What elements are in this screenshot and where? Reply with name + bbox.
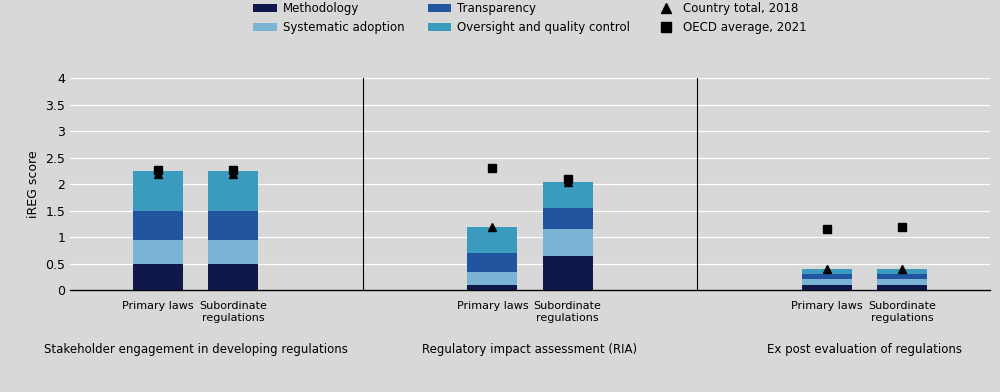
Text: Stakeholder engagement in developing regulations: Stakeholder engagement in developing reg… xyxy=(44,343,347,356)
Text: Primary laws: Primary laws xyxy=(457,301,528,311)
Bar xyxy=(877,269,927,274)
Text: Ex post evaluation of regulations: Ex post evaluation of regulations xyxy=(767,343,962,356)
Bar xyxy=(543,229,593,256)
Bar xyxy=(467,227,517,253)
Text: Primary laws: Primary laws xyxy=(791,301,863,311)
Text: Subordinate
regulations: Subordinate regulations xyxy=(199,301,267,323)
Legend: Methodology, Systematic adoption, Transparency, Oversight and quality control, C: Methodology, Systematic adoption, Transp… xyxy=(253,2,807,34)
Bar xyxy=(802,285,852,290)
Bar xyxy=(133,240,183,264)
Text: Subordinate
regulations: Subordinate regulations xyxy=(534,301,602,323)
Bar xyxy=(877,279,927,285)
Bar xyxy=(208,264,258,290)
Bar xyxy=(877,274,927,279)
Bar xyxy=(467,253,517,272)
Bar xyxy=(208,211,258,240)
Text: Regulatory impact assessment (RIA): Regulatory impact assessment (RIA) xyxy=(422,343,638,356)
Bar xyxy=(133,264,183,290)
Bar xyxy=(877,285,927,290)
Bar xyxy=(133,171,183,211)
Bar xyxy=(802,274,852,279)
Bar xyxy=(208,171,258,211)
Bar xyxy=(802,269,852,274)
Text: Subordinate
regulations: Subordinate regulations xyxy=(868,301,936,323)
Bar xyxy=(467,285,517,290)
Bar xyxy=(467,272,517,285)
Bar xyxy=(543,208,593,229)
Bar xyxy=(543,181,593,208)
Bar xyxy=(543,256,593,290)
Bar xyxy=(133,211,183,240)
Text: Primary laws: Primary laws xyxy=(122,301,194,311)
Y-axis label: iREG score: iREG score xyxy=(27,151,40,218)
Bar xyxy=(802,279,852,285)
Bar xyxy=(208,240,258,264)
